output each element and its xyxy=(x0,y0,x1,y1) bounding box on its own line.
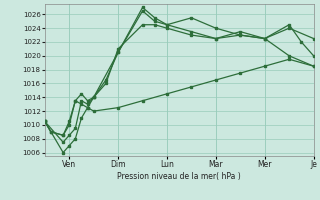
X-axis label: Pression niveau de la mer( hPa ): Pression niveau de la mer( hPa ) xyxy=(117,172,241,181)
